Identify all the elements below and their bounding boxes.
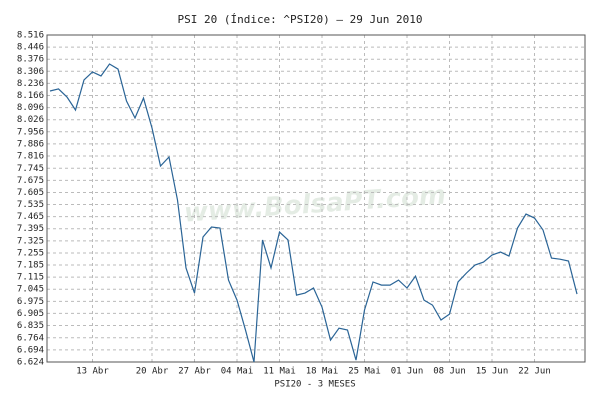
y-tick-label: 7.956	[17, 127, 44, 137]
y-tick-label: 7.675	[17, 176, 44, 186]
y-tick-label: 8.026	[17, 115, 44, 125]
y-tick-label: 7.395	[17, 224, 44, 234]
y-tick-label: 7.745	[17, 164, 44, 174]
x-tick-label: 20 Abr	[136, 367, 169, 377]
y-tick-label: 7.045	[17, 285, 44, 295]
y-tick-label: 7.816	[17, 151, 44, 161]
x-tick-label: 01 Jun	[391, 367, 424, 377]
y-tick-label: 7.325	[17, 236, 44, 246]
chart-title: PSI 20 (Índice: ^PSI20) – 29 Jun 2010	[177, 13, 422, 26]
y-tick-label: 7.605	[17, 188, 44, 198]
y-tick-label: 8.096	[17, 103, 44, 113]
y-tick-label: 8.236	[17, 79, 44, 89]
y-tick-label: 6.624	[17, 358, 44, 368]
y-tick-label: 8.166	[17, 91, 44, 101]
y-tick-label: 7.465	[17, 212, 44, 222]
plot-frame	[46, 34, 586, 363]
x-tick-label: 15 Jun	[476, 367, 509, 377]
y-tick-label: 6.835	[17, 321, 44, 331]
y-tick-label: 8.306	[17, 67, 44, 77]
y-tick-label: 8.516	[17, 31, 44, 41]
y-tick-label: 8.446	[17, 43, 44, 53]
x-tick-label: 08 Jun	[433, 367, 466, 377]
y-tick-label: 6.975	[17, 297, 44, 307]
y-tick-label: 7.535	[17, 200, 44, 210]
x-tick-label: 22 Jun	[518, 367, 551, 377]
y-tick-label: 6.694	[17, 345, 44, 355]
x-tick-label: 18 Mai	[306, 367, 339, 377]
x-tick-label: 13 Abr	[76, 367, 109, 377]
x-tick-label: 04 Mai	[221, 367, 254, 377]
y-tick-label: 8.376	[17, 55, 44, 65]
y-tick-label: 7.886	[17, 139, 44, 149]
y-tick-label: 7.115	[17, 273, 44, 283]
x-tick-label: 25 Mai	[348, 367, 381, 377]
line-series	[49, 63, 578, 363]
x-axis-label: PSI20 - 3 MESES	[274, 380, 355, 390]
x-tick-label: 27 Abr	[178, 367, 211, 377]
x-tick-label: 11 Mai	[263, 367, 296, 377]
y-tick-label: 6.905	[17, 309, 44, 319]
y-tick-label: 6.764	[17, 333, 44, 343]
y-tick-label: 7.255	[17, 248, 44, 258]
y-tick-label: 7.185	[17, 261, 44, 271]
